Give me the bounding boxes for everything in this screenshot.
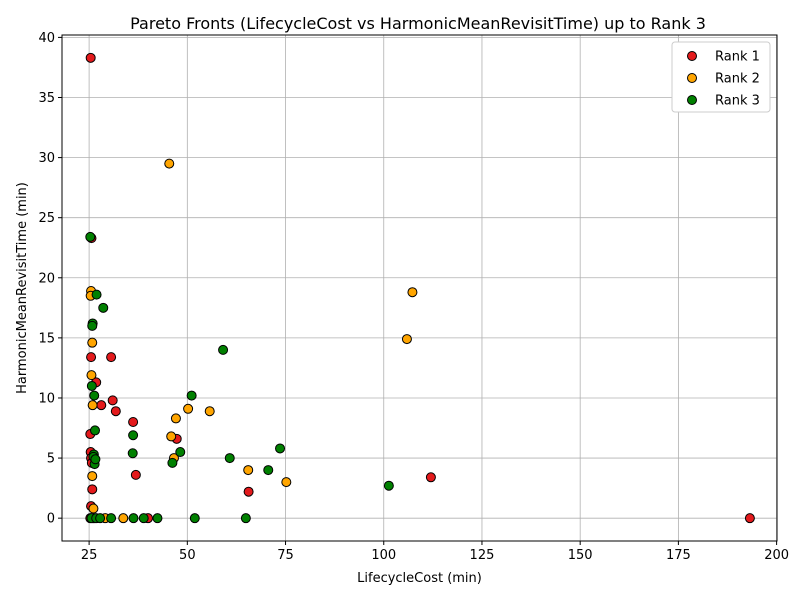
rank-3-point — [128, 513, 139, 524]
legend-label-rank-1: Rank 1 — [715, 50, 760, 65]
rank-3-point — [89, 390, 100, 401]
x-tick-label: 50 — [179, 548, 196, 563]
x-tick-label: 200 — [764, 548, 789, 563]
y-tick-label: 25 — [38, 211, 55, 226]
rank-3-point — [152, 513, 163, 524]
rank-2-point — [87, 400, 98, 411]
rank-2-point — [86, 370, 97, 381]
rank-2-point — [183, 403, 194, 414]
y-tick-label: 10 — [38, 391, 55, 406]
y-tick-label: 0 — [47, 512, 55, 527]
y-axis-label: HarmonicMeanRevisitTime (min) — [15, 182, 30, 394]
legend-label-rank-2: Rank 2 — [715, 72, 760, 87]
rank-1-point — [87, 484, 98, 495]
rank-3-point — [127, 448, 138, 459]
rank-2-point — [87, 471, 98, 482]
rank-2-point — [164, 158, 175, 169]
legend-box — [671, 41, 771, 113]
rank-2-point — [407, 287, 418, 298]
rank-3-point — [91, 289, 102, 300]
rank-1-point — [744, 513, 755, 524]
y-tick-label: 35 — [38, 91, 55, 106]
x-tick-label: 75 — [277, 548, 294, 563]
rank-1-point — [128, 417, 139, 428]
rank-3-point — [167, 457, 178, 468]
chart-title: Pareto Fronts (LifecycleCost vs Harmonic… — [130, 14, 706, 33]
rank-3-point — [128, 430, 139, 441]
y-tick-label: 15 — [38, 331, 55, 346]
rank-1-point — [96, 400, 107, 411]
legend-marker-rank-1 — [687, 51, 697, 61]
rank-1-point — [425, 472, 436, 483]
rank-2-point — [87, 337, 98, 348]
rank-3-point — [218, 344, 229, 355]
rank-3-point — [263, 465, 274, 476]
rank-1-point — [107, 395, 118, 406]
data-points — [85, 52, 755, 524]
rank-3-point — [383, 480, 394, 491]
legend-marker-rank-2 — [687, 73, 697, 83]
y-tick-label: 5 — [47, 452, 55, 467]
rank-3-point — [85, 231, 96, 242]
legend-marker-rank-3 — [687, 95, 697, 105]
rank-3-point — [186, 390, 197, 401]
x-tick-label: 100 — [371, 548, 396, 563]
x-tick-label: 125 — [470, 548, 495, 563]
rank-3-point — [175, 447, 186, 458]
legend-label-rank-3: Rank 3 — [715, 94, 760, 109]
rank-3-point — [90, 425, 100, 436]
rank-3-point — [138, 513, 149, 524]
rank-3-point — [275, 443, 286, 454]
rank-3-point — [98, 302, 109, 313]
rank-3-point — [189, 513, 200, 524]
rank-2-point — [118, 513, 129, 524]
legend: Rank 1 Rank 2 Rank 3 — [671, 41, 771, 113]
rank-2-point — [170, 413, 181, 424]
axis-ticks: 25 50 75 100 125 150 175 200 0 5 10 15 20 25 30 35 40 — [38, 31, 789, 563]
rank-3-point — [240, 513, 251, 524]
rank-3-point — [224, 453, 235, 464]
rank-2-point — [243, 465, 254, 476]
rank-2-point — [166, 431, 177, 442]
rank-2-point — [204, 406, 215, 417]
rank-3-point — [106, 513, 117, 524]
y-tick-label: 30 — [38, 151, 55, 166]
rank-1-point — [106, 352, 117, 363]
rank-3-point — [87, 320, 98, 331]
rank-2-point — [88, 503, 99, 514]
x-axis-label: LifecycleCost (min) — [357, 571, 482, 586]
rank-1-point — [243, 486, 254, 497]
rank-1-point — [86, 352, 97, 363]
rank-2-point — [281, 477, 292, 488]
plot-frame — [61, 34, 778, 542]
rank-2-point — [401, 334, 412, 345]
rank-1-point — [85, 52, 96, 63]
x-tick-label: 150 — [568, 548, 593, 563]
x-tick-label: 25 — [81, 548, 98, 563]
rank-3-point — [86, 380, 97, 391]
rank-1-point — [130, 469, 141, 480]
y-tick-label: 40 — [38, 31, 55, 46]
rank-1-point — [110, 406, 121, 417]
x-tick-label: 175 — [666, 548, 691, 563]
y-tick-label: 20 — [38, 271, 55, 286]
rank-3-point — [95, 513, 106, 524]
rank-3-point — [90, 454, 101, 465]
